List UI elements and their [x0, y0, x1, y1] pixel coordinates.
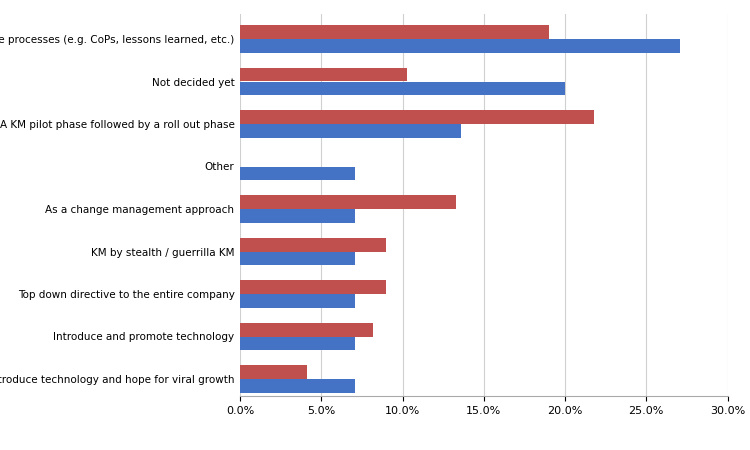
Bar — [240, 195, 456, 209]
Bar — [240, 323, 374, 337]
Bar — [240, 25, 549, 39]
Bar — [240, 280, 386, 294]
Bar — [240, 252, 356, 265]
Bar — [240, 166, 356, 180]
Bar — [240, 294, 356, 308]
Bar — [240, 379, 356, 392]
Bar — [240, 365, 307, 379]
Bar — [240, 39, 680, 53]
Bar — [240, 209, 356, 223]
Bar — [240, 110, 594, 124]
Bar — [240, 337, 356, 350]
Bar — [240, 81, 565, 95]
Bar — [240, 68, 407, 81]
Bar — [240, 238, 386, 252]
Bar — [240, 124, 461, 138]
